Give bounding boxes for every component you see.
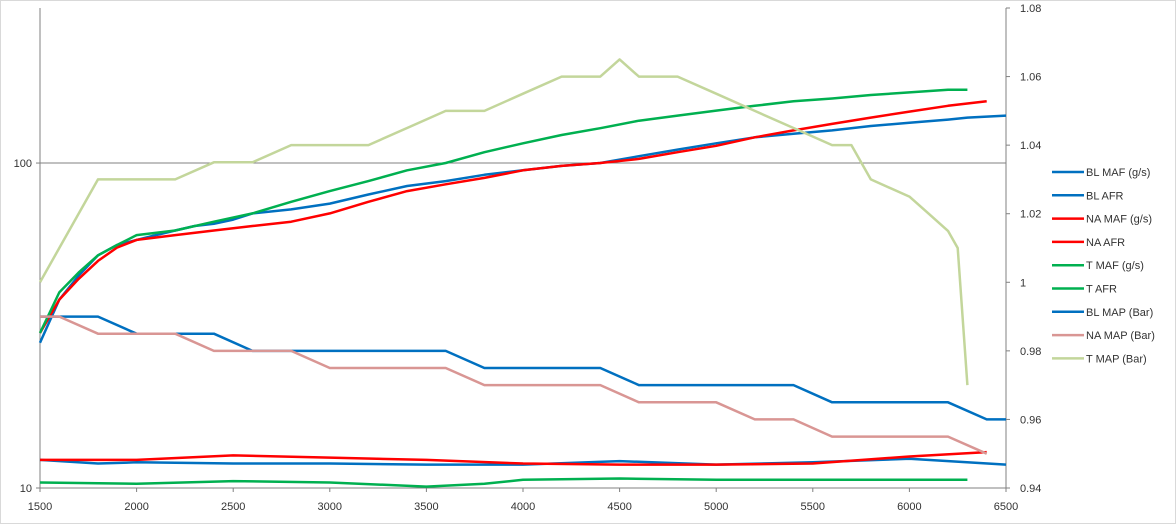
- series-line-na-afr: [40, 450, 987, 466]
- legend-label: T AFR: [1086, 284, 1117, 296]
- x-tick-label: 3000: [318, 501, 342, 513]
- x-axis-tick-labels: 1500 2000 2500 3000 3500 4000 4500 5000 5500 6000…: [28, 501, 1018, 513]
- series-line-bl-map-bar: [40, 315, 1006, 421]
- y-axis-tick-labels: 10 100: [14, 158, 32, 495]
- legend-label: BL MAP (Bar): [1086, 307, 1153, 319]
- legend-label: NA MAP (Bar): [1086, 330, 1155, 342]
- y2-tick-label: 0.94: [1020, 483, 1041, 495]
- series-line-na-maf-g-s: [38, 99, 987, 334]
- legend-label: BL MAF (g/s): [1086, 167, 1150, 179]
- legend-label: BL AFR: [1086, 190, 1124, 202]
- y2-tick-label: 0.96: [1020, 414, 1041, 426]
- legend-label: NA AFR: [1086, 237, 1125, 249]
- y-tick-label: 10: [20, 483, 32, 495]
- series-line-na-map-bar: [40, 315, 988, 455]
- legend-label: T MAF (g/s): [1086, 260, 1144, 272]
- y2-tick-label: 1.04: [1020, 140, 1041, 152]
- x-tick-label: 1500: [28, 501, 52, 513]
- y-tick-label: 100: [14, 158, 32, 170]
- x-tick-label: 6000: [897, 501, 921, 513]
- x-tick-label: 2000: [124, 501, 148, 513]
- series-line-t-map-bar: [38, 58, 969, 386]
- x-tick-label: 4500: [607, 501, 631, 513]
- x-tick-label: 5500: [801, 501, 825, 513]
- y2-tick-label: 1.02: [1020, 209, 1041, 221]
- legend-label: NA MAF (g/s): [1086, 214, 1152, 226]
- x-tick-label: 2500: [221, 501, 245, 513]
- series-line-t-maf-g-s: [38, 88, 968, 334]
- legend-label: T MAP (Bar): [1086, 353, 1147, 365]
- y2-axis-tick-labels: 0.94 0.96 0.98 1 1.02 1.04 1.06 1.08: [1020, 3, 1041, 495]
- axes: [36, 7, 1010, 492]
- x-tick-label: 3500: [414, 501, 438, 513]
- x-tick-label: 6500: [994, 501, 1018, 513]
- y2-tick-label: 1.08: [1020, 3, 1041, 15]
- x-tick-label: 5000: [704, 501, 728, 513]
- legend: BL MAF (g/s) BL AFR NA MAF (g/s) NA AFR T MA…: [1052, 167, 1155, 365]
- y2-tick-label: 0.98: [1020, 346, 1041, 358]
- series-layer: [38, 58, 1007, 488]
- x-tick-label: 4000: [511, 501, 535, 513]
- y2-tick-label: 1.06: [1020, 72, 1041, 84]
- y2-tick-label: 1: [1020, 277, 1026, 289]
- series-line-t-afr: [39, 477, 968, 488]
